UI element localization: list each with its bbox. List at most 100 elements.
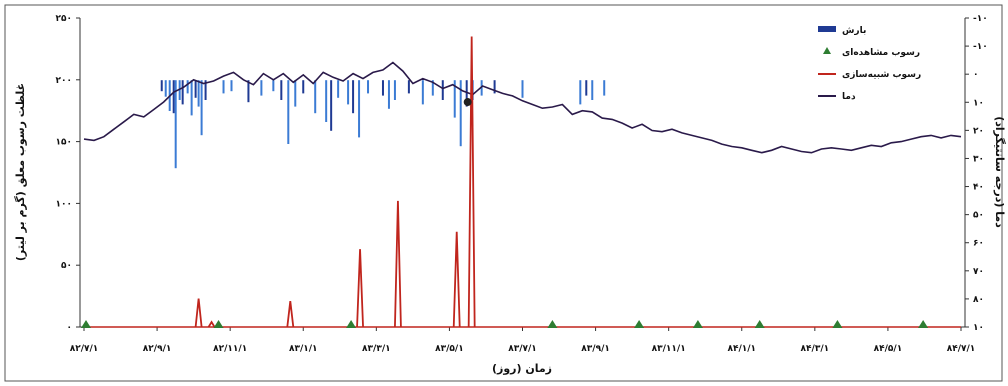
precipitation-bar [294, 80, 297, 107]
precipitation-bar [302, 80, 305, 94]
precipitation-bar [431, 80, 434, 96]
x-tick-label: ۸۳/۳/۱ [362, 344, 391, 354]
precipitation-bar [387, 80, 390, 109]
precipitation-bar [200, 80, 203, 136]
precipitation-bar [441, 80, 444, 100]
x-tick-label: ۸۴/۱/۱ [727, 344, 756, 354]
y-left-tick-label: ۱۰۰ [56, 199, 72, 209]
simulated-sediment-spike [286, 300, 295, 328]
legend-swatch-observed [823, 47, 831, 54]
precipitation-bar [367, 80, 370, 94]
precipitation-bar [453, 80, 456, 118]
precipitation-bar [352, 80, 355, 114]
precipitation-bar [421, 80, 424, 105]
x-tick-label: ۸۲/۱۱/۱ [213, 344, 247, 354]
observed-sediment-series [80, 98, 929, 328]
observed-sediment-marker [634, 320, 645, 328]
precipitation-series [160, 80, 606, 169]
x-axis-ticks: ۸۲/۷/۱ ۸۲/۹/۱ ۸۲/۱۱/۱ ۸۳/۱/۱ ۸۳/۳/۱ ۸۳/۵/۱ ۸۳/… [70, 327, 976, 354]
precipitation-bar [314, 80, 317, 114]
y-right-tick-label: ۶۰ [973, 239, 984, 249]
x-tick-label: ۸۴/۵/۱ [874, 344, 903, 354]
y-right-tick-label: ۴۰ [973, 183, 984, 193]
y-right-tick-label: ۰ [973, 70, 979, 80]
left-axis-ticks: ۰ ۵۰ ۱۰۰ ۱۵۰ ۲۰۰ ۲۵۰ [56, 14, 80, 333]
y-right-tick-label: ۱۰ [973, 98, 984, 108]
simulated-sediment-series [84, 36, 961, 328]
precipitation-bar [204, 80, 207, 100]
x-tick-label: ۸۳/۱۱/۱ [652, 344, 686, 354]
precipitation-bar [393, 80, 396, 100]
precipitation-bar [480, 80, 483, 96]
legend: بارش رسوب مشاهده‌ای رسوب شبیه‌سازی دما [818, 26, 921, 102]
x-tick-label: ۸۳/۵/۱ [435, 344, 464, 354]
y-right-tick-label: ۸۰ [973, 295, 984, 305]
simulated-sediment-spike [194, 298, 203, 328]
precipitation-bar [465, 80, 468, 107]
legend-swatch-precipitation [818, 26, 836, 32]
observed-sediment-marker [754, 320, 765, 328]
precipitation-bar [585, 80, 588, 96]
y-left-tick-label: ۵۰ [61, 261, 72, 271]
x-tick-label: ۸۳/۷/۱ [508, 344, 537, 354]
observed-sediment-marker [346, 320, 357, 328]
precipitation-bar [222, 80, 225, 94]
observed-sediment-marker [213, 320, 224, 328]
precipitation-bar [194, 80, 197, 98]
legend-label: دما [842, 92, 856, 102]
precipitation-bar [459, 80, 462, 147]
right-axis-ticks: ۱۰ ۸۰ ۷۰ ۶۰ ۵۰ ۴۰ ۳۰ ۲۰ ۱۰ ۰ -۱۰ -۱۰ [965, 14, 988, 333]
precipitation-bar [381, 80, 384, 96]
precipitation-bar [197, 80, 200, 107]
legend-label: رسوب شبیه‌سازی [842, 70, 921, 80]
x-tick-label: ۸۲/۹/۱ [143, 344, 172, 354]
precipitation-bar [325, 80, 328, 122]
precipitation-bar [190, 80, 193, 116]
observed-sediment-marker [547, 320, 558, 328]
precipitation-bar [493, 80, 496, 94]
observed-sediment-marker [463, 98, 472, 107]
simulated-sediment-spike [356, 249, 364, 328]
precipitation-bar [358, 80, 361, 138]
precipitation-bar [181, 80, 184, 105]
y-right-tick-label: ۷۰ [973, 267, 984, 277]
x-axis-label: زمان (روز) [492, 362, 552, 375]
y-axis-left-label: غلظت رسوب معلق (گرم بر لیتر) [14, 83, 27, 261]
precipitation-bar [591, 80, 594, 100]
observed-sediment-marker [80, 320, 91, 328]
y-axis-right-label: دما (درجه سانتیگراد) [993, 116, 1006, 228]
y-left-tick-label: ۰ [67, 323, 73, 333]
observed-sediment-marker [832, 320, 843, 328]
precipitation-bar [172, 80, 175, 114]
legend-label: بارش [842, 26, 866, 36]
precipitation-bar [160, 80, 163, 92]
chart-frame [4, 4, 1003, 382]
precipitation-bar [407, 80, 410, 94]
y-left-tick-label: ۲۰۰ [56, 76, 72, 86]
y-right-tick-label: ۳۰ [973, 154, 984, 164]
precipitation-bar [247, 80, 250, 103]
x-tick-label: ۸۳/۱/۱ [289, 344, 318, 354]
x-tick-label: ۸۲/۷/۱ [70, 344, 99, 354]
observed-sediment-marker [918, 320, 929, 328]
precipitation-bar [579, 80, 582, 105]
observed-sediment-marker [692, 320, 703, 328]
temperature-line [83, 61, 962, 154]
y-right-tick-label: ۵۰ [973, 211, 984, 221]
x-tick-label: ۸۴/۷/۱ [947, 344, 976, 354]
y-right-tick-label: -۱۰ [973, 42, 988, 52]
y-right-tick-label: -۱۰ [973, 14, 988, 24]
simulated-sediment-spike [452, 231, 461, 328]
simulated-sediment-spike [207, 320, 216, 328]
precipitation-bar [260, 80, 263, 96]
precipitation-bar [164, 80, 167, 97]
precipitation-bar [330, 80, 333, 131]
x-tick-label: ۸۳/۹/۱ [581, 344, 610, 354]
precipitation-bar [287, 80, 290, 144]
precipitation-bar [230, 80, 233, 92]
precipitation-bar [280, 80, 283, 100]
precipitation-bar [603, 80, 606, 96]
simulated-sediment-spike [467, 36, 476, 328]
precipitation-bar [186, 80, 189, 94]
